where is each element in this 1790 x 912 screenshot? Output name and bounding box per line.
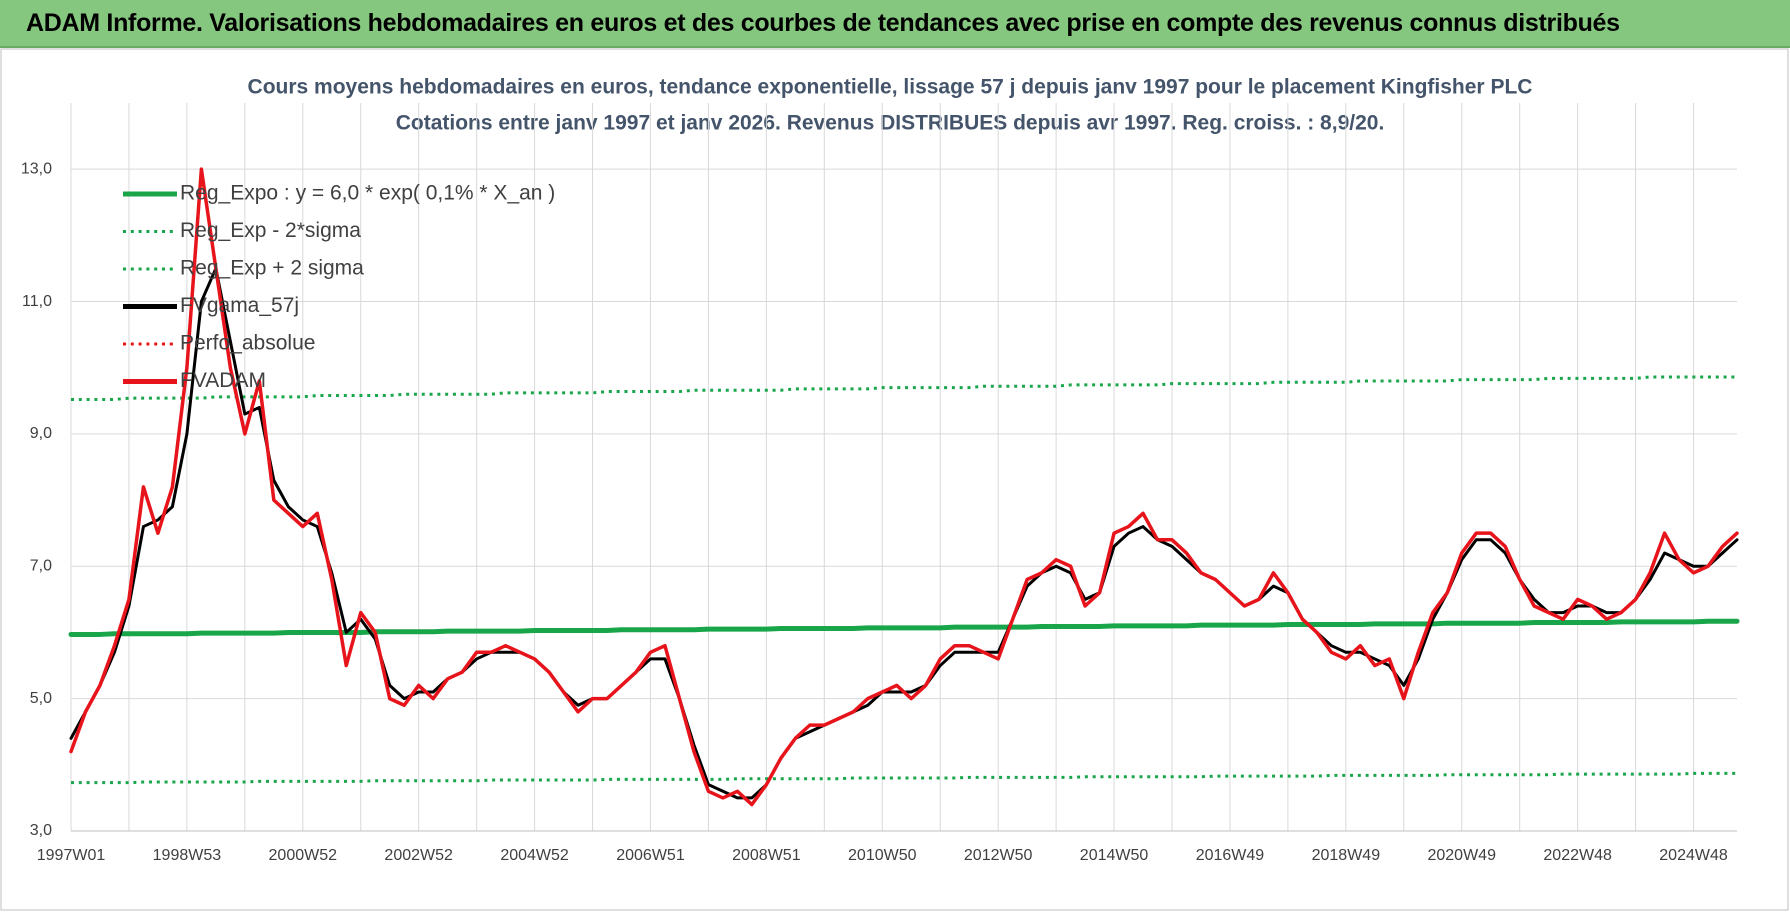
legend: Reg_Expo : y = 6,0 * exp( 0,1% * X_an ) R… [123,182,555,392]
x-tick-label: 2004W52 [500,847,569,864]
legend-label: Reg_Exp + 2 sigma [180,257,364,280]
y-tick-label: 13,0 [21,160,52,177]
x-tick-label: 2008W51 [732,847,801,864]
y-tick-label: 5,0 [30,690,52,707]
x-tick-label: 2000W52 [269,847,338,864]
x-tick-label: 2024W48 [1659,847,1728,864]
x-tick-label: 1997W01 [37,847,106,864]
x-tick-label: 2016W49 [1196,847,1265,864]
header-title: ADAM Informe. Valorisations hebdomadaire… [26,9,1620,37]
y-tick-label: 9,0 [30,425,52,442]
series-line [71,375,1737,401]
x-tick-label: 2002W52 [384,847,453,864]
x-tick-label: 2014W50 [1080,847,1149,864]
x-tick-label: 2022W48 [1543,847,1612,864]
grid [70,103,1737,832]
x-tick-label: 2006W51 [616,847,685,864]
x-tick-label: 2010W50 [848,847,917,864]
y-tick-label: 3,0 [30,822,52,839]
x-tick-label: 2018W49 [1312,847,1381,864]
x-tick-label: 2012W50 [964,847,1033,864]
chart-title: Cours moyens hebdomadaires en euros, ten… [248,76,1533,99]
legend-label: Reg_Exp - 2*sigma [180,219,361,242]
y-tick-label: 7,0 [30,557,52,574]
legend-label: Reg_Expo : y = 6,0 * exp( 0,1% * X_an ) [180,182,555,205]
x-tick-label: 2020W49 [1427,847,1496,864]
y-tick-label: 11,0 [22,293,52,310]
x-tick-label: 1998W53 [153,847,222,864]
chart-subtitle: Cotations entre janv 1997 et janv 2026. … [396,112,1385,135]
chart-frame [0,48,1789,911]
series-line [71,771,1737,785]
header-bar: ADAM Informe. Valorisations hebdomadaire… [0,0,1790,48]
legend-label: FVADAM [180,369,266,392]
series-line [68,618,1740,637]
series-line [69,167,1739,807]
legend-label: Perfo_absolue [180,332,315,355]
legend-label: FVgama_57j [180,294,299,317]
chart: Cours moyens hebdomadaires en euros, ten… [0,48,1789,911]
